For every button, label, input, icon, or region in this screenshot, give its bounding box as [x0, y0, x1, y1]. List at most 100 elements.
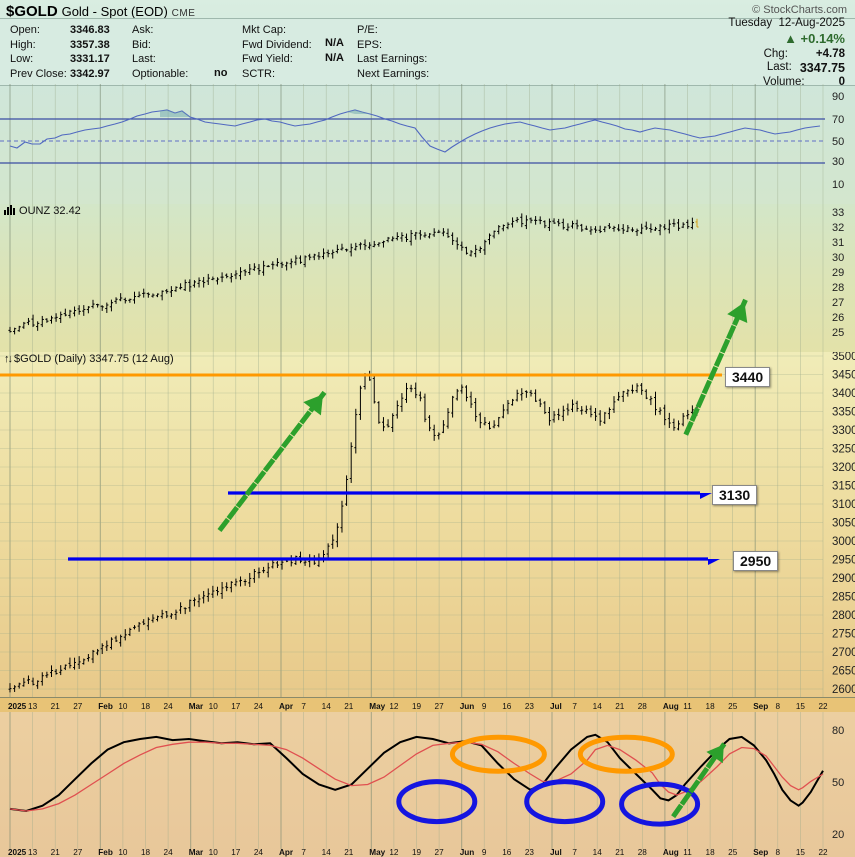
svg-text:21: 21	[51, 702, 61, 711]
svg-text:3050: 3050	[832, 518, 855, 530]
svg-text:25: 25	[832, 327, 844, 339]
svg-text:21: 21	[344, 848, 354, 857]
svg-text:12: 12	[389, 848, 399, 857]
svg-text:2600: 2600	[832, 684, 855, 696]
svg-text:29: 29	[832, 267, 844, 279]
svg-text:33: 33	[832, 207, 844, 219]
svg-text:28: 28	[638, 848, 648, 857]
svg-text:14: 14	[593, 848, 603, 857]
svg-text:9: 9	[482, 702, 487, 711]
svg-text:18: 18	[141, 848, 151, 857]
svg-text:13: 13	[28, 702, 38, 711]
svg-text:50: 50	[832, 136, 844, 148]
svg-text:3150: 3150	[832, 481, 855, 493]
svg-text:2025: 2025	[8, 848, 27, 857]
svg-text:30: 30	[832, 252, 844, 264]
svg-text:16: 16	[502, 702, 512, 711]
svg-text:Sep: Sep	[753, 702, 768, 711]
svg-text:2025: 2025	[8, 702, 27, 711]
svg-text:90: 90	[832, 91, 844, 103]
svg-text:24: 24	[164, 848, 174, 857]
svg-text:10: 10	[118, 702, 128, 711]
svg-text:Aug: Aug	[663, 702, 679, 711]
svg-text:7: 7	[301, 702, 306, 711]
svg-text:2700: 2700	[832, 647, 855, 659]
svg-text:3300: 3300	[832, 425, 855, 437]
svg-text:24: 24	[164, 702, 174, 711]
svg-text:27: 27	[73, 848, 83, 857]
svg-text:20: 20	[832, 829, 844, 841]
svg-text:14: 14	[322, 702, 332, 711]
svg-text:25: 25	[728, 702, 738, 711]
svg-text:Jul: Jul	[550, 848, 562, 857]
svg-text:Jul: Jul	[550, 702, 562, 711]
svg-text:7: 7	[301, 848, 306, 857]
svg-text:3450: 3450	[832, 370, 855, 382]
svg-text:26: 26	[832, 312, 844, 324]
svg-text:Aug: Aug	[663, 848, 679, 857]
svg-text:31: 31	[832, 237, 844, 249]
svg-text:7: 7	[572, 848, 577, 857]
svg-text:19: 19	[412, 848, 422, 857]
svg-text:11: 11	[683, 702, 692, 711]
svg-text:21: 21	[615, 848, 625, 857]
svg-text:17: 17	[231, 848, 241, 857]
svg-text:21: 21	[615, 702, 625, 711]
svg-text:3100: 3100	[832, 499, 855, 511]
svg-text:28: 28	[638, 702, 648, 711]
svg-text:12: 12	[389, 702, 399, 711]
svg-text:Apr: Apr	[279, 848, 294, 857]
svg-text:11: 11	[683, 848, 692, 857]
svg-text:70: 70	[832, 114, 844, 126]
svg-text:2950: 2950	[832, 555, 855, 567]
svg-text:May: May	[369, 848, 385, 857]
svg-text:2650: 2650	[832, 666, 855, 678]
svg-text:14: 14	[593, 702, 603, 711]
svg-text:10: 10	[209, 702, 219, 711]
svg-text:2800: 2800	[832, 610, 855, 622]
svg-text:18: 18	[706, 702, 716, 711]
svg-text:27: 27	[435, 702, 445, 711]
svg-text:Jun: Jun	[460, 702, 475, 711]
svg-text:21: 21	[344, 702, 354, 711]
svg-text:3400: 3400	[832, 388, 855, 400]
svg-text:23: 23	[525, 848, 535, 857]
svg-text:18: 18	[141, 702, 151, 711]
svg-text:8: 8	[776, 848, 781, 857]
svg-text:2750: 2750	[832, 629, 855, 641]
svg-text:19: 19	[412, 702, 422, 711]
svg-text:3500: 3500	[832, 352, 855, 363]
svg-text:24: 24	[254, 848, 264, 857]
svg-text:7: 7	[572, 702, 577, 711]
svg-text:Sep: Sep	[753, 848, 768, 857]
svg-text:Mar: Mar	[189, 702, 204, 711]
svg-text:3350: 3350	[832, 407, 855, 419]
svg-text:27: 27	[73, 702, 83, 711]
svg-text:27: 27	[832, 297, 844, 309]
svg-text:13: 13	[28, 848, 38, 857]
svg-text:80: 80	[832, 725, 844, 737]
svg-text:3000: 3000	[832, 536, 855, 548]
svg-text:28: 28	[832, 282, 844, 294]
svg-text:10: 10	[832, 179, 844, 191]
svg-text:18: 18	[706, 848, 716, 857]
svg-text:21: 21	[51, 848, 61, 857]
svg-text:15: 15	[796, 848, 806, 857]
svg-text:50: 50	[832, 777, 844, 789]
svg-text:2850: 2850	[832, 592, 855, 604]
svg-text:Feb: Feb	[98, 702, 113, 711]
svg-text:16: 16	[502, 848, 512, 857]
svg-text:10: 10	[209, 848, 219, 857]
svg-text:2900: 2900	[832, 573, 855, 585]
svg-text:9: 9	[482, 848, 487, 857]
svg-text:25: 25	[728, 848, 738, 857]
svg-text:32: 32	[832, 222, 844, 234]
svg-text:14: 14	[322, 848, 332, 857]
svg-text:23: 23	[525, 702, 535, 711]
svg-text:30: 30	[832, 156, 844, 168]
svg-text:10: 10	[118, 848, 128, 857]
svg-text:Apr: Apr	[279, 702, 294, 711]
svg-text:22: 22	[818, 702, 828, 711]
svg-text:Mar: Mar	[189, 848, 204, 857]
svg-text:May: May	[369, 702, 385, 711]
